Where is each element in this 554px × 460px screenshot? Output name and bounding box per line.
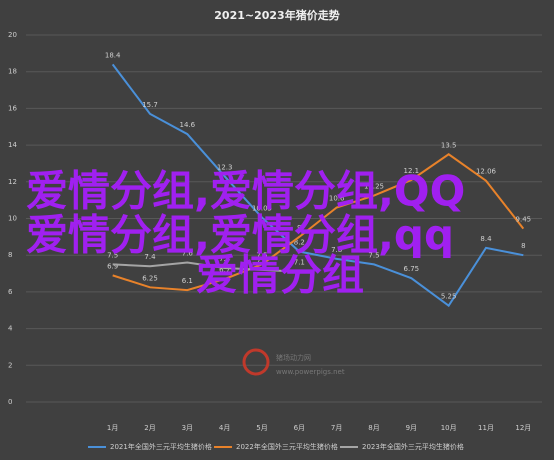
data-label: 7.5 — [368, 251, 379, 259]
x-tick-label: 7月 — [331, 424, 342, 432]
data-label: 12.3 — [217, 163, 233, 171]
data-label: 12.06 — [476, 168, 497, 176]
legend-label: 2022年全国外三元平均生猪价格 — [236, 442, 338, 451]
data-label: 6.9 — [107, 262, 118, 270]
y-tick-label: 12 — [8, 178, 17, 186]
x-tick-label: 2月 — [144, 424, 155, 432]
data-label: 8.4 — [480, 235, 492, 243]
series-line — [111, 63, 524, 308]
y-tick-label: 8 — [8, 251, 12, 259]
y-tick-label: 18 — [8, 68, 17, 76]
data-label: 12.1 — [404, 167, 420, 175]
series-line — [112, 261, 300, 273]
x-tick-label: 5月 — [256, 424, 267, 432]
legend-label: 2021年全国外三元平均生猪价格 — [110, 442, 212, 451]
data-label: 18.4 — [105, 51, 121, 59]
x-tick-label: 9月 — [406, 424, 417, 432]
y-tick-label: 6 — [8, 288, 13, 296]
y-tick-label: 14 — [8, 141, 17, 149]
y-tick-label: 10 — [8, 215, 17, 223]
y-tick-label: 16 — [8, 104, 17, 112]
plot: 0 2 4 6 8 10 12 14 16 18 20 1月 2月 3月 4月 5月 6月 7月 8月 9月 10月 11… — [8, 31, 542, 451]
x-tick-label: 1月 — [107, 424, 118, 432]
y-tick-label: 20 — [8, 31, 17, 39]
data-label: 7.8 — [331, 246, 342, 254]
overlay-text: 爱情分组 — [196, 251, 364, 300]
legend-label: 2023年全国外三元平均生猪价格 — [362, 442, 464, 451]
y-tick-label: 2 — [8, 361, 12, 369]
data-label: 10.6 — [329, 194, 345, 202]
data-label: 7.1 — [294, 259, 305, 267]
x-tick-label: 10月 — [441, 424, 457, 432]
data-label: 11.25 — [364, 183, 384, 191]
data-label: 9 — [297, 224, 301, 232]
data-label: 6.7 — [219, 266, 230, 274]
data-label: 6.25 — [142, 274, 158, 282]
data-label: 7.4 — [144, 253, 156, 261]
x-tick-label: 6月 — [294, 424, 305, 432]
y-tick-label: 4 — [8, 325, 13, 333]
data-label: 5.25 — [441, 293, 457, 301]
data-label: 13.5 — [441, 141, 457, 149]
watermark: 猪场动力网 — [276, 353, 311, 362]
data-label: 6.75 — [404, 265, 420, 273]
data-label: 15.7 — [142, 101, 158, 109]
overlay-text: 爱情分组,爱情分组,QQ — [26, 167, 465, 216]
data-label: 14.6 — [180, 121, 196, 129]
data-label: 8 — [521, 242, 525, 250]
data-label: 8.2 — [294, 239, 305, 247]
data-label: 7.5 — [256, 251, 267, 259]
y-tick-label: 0 — [8, 398, 12, 406]
x-tick-label: 12月 — [515, 424, 531, 432]
x-tick-label: 3月 — [182, 424, 193, 432]
data-label: 10.05 — [252, 205, 272, 213]
x-tick-label: 11月 — [478, 424, 494, 432]
data-label: 6.1 — [182, 277, 193, 285]
x-tick-label: 4月 — [219, 424, 230, 432]
data-label: 7.3 — [219, 255, 230, 263]
series-line — [112, 153, 525, 292]
overlay-text: 爱情分组,爱情分组,qq — [26, 211, 454, 260]
watermark-url: www.powerpigs.net — [276, 368, 345, 376]
data-label: 7.2 — [256, 257, 267, 265]
chart-title: 2021~2023年猪价走势 — [214, 8, 339, 22]
x-tick-label: 8月 — [368, 424, 379, 432]
data-label: 7.6 — [182, 250, 194, 258]
data-label: 9.45 — [516, 216, 532, 224]
watermark-logo — [242, 348, 270, 376]
data-label: 7.5 — [107, 251, 118, 259]
